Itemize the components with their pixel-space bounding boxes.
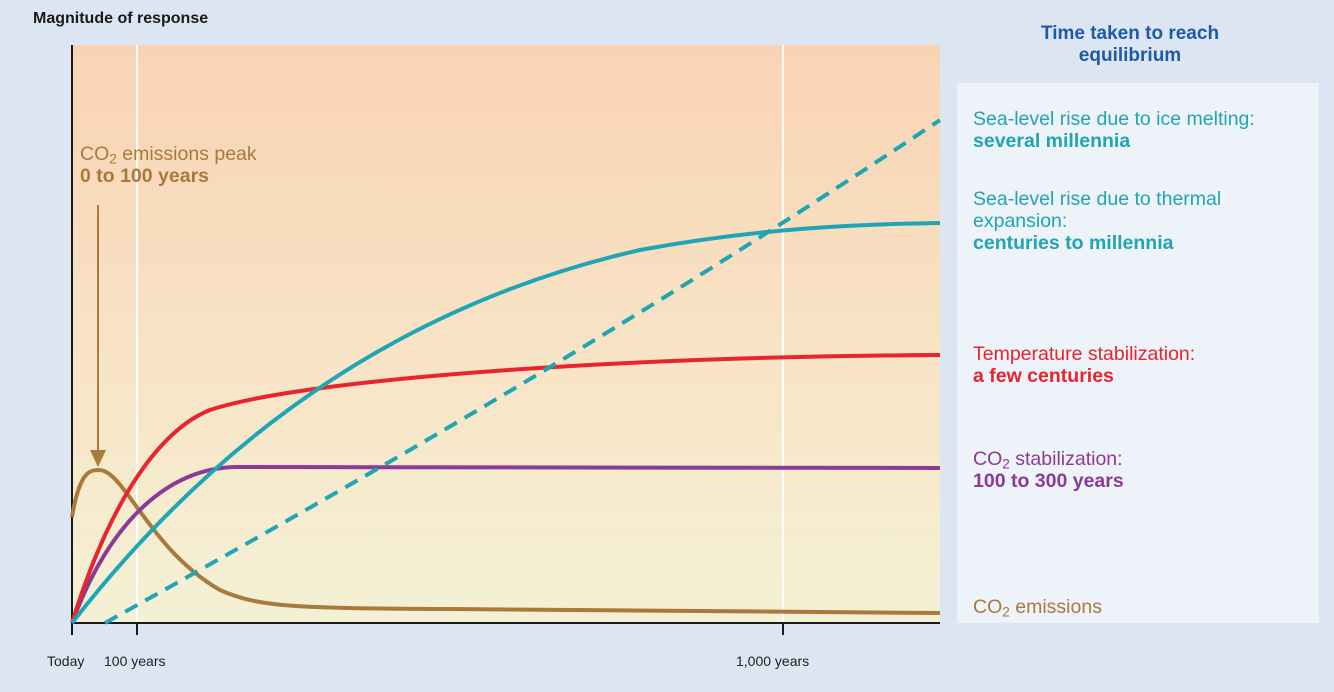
legend-co2stab-suffix: stabilization:: [1009, 448, 1123, 470]
tick-label-today: Today: [47, 653, 85, 669]
series-line-ice-melting: [104, 118, 942, 625]
legend-item-ice-melting: Sea-level rise due to ice melting: sever…: [973, 108, 1255, 152]
annotation-peak-prefix: CO: [80, 143, 110, 165]
legend-temp-label: Temperature stabilization:: [973, 343, 1196, 365]
legend-panel: [957, 83, 1319, 623]
legend-ice-label: Sea-level rise due to ice melting:: [973, 108, 1255, 130]
legend-co2stab-sub: 2: [1002, 456, 1010, 472]
legend-co2em-sub: 2: [1002, 604, 1010, 620]
legend-item-co2-stabilization: CO2 stabilization: 100 to 300 years: [973, 448, 1124, 492]
legend-item-temperature: Temperature stabilization: a few centuri…: [973, 343, 1195, 387]
legend-temp-duration: a few centuries: [973, 365, 1114, 387]
plot-background: [72, 45, 940, 623]
legend-panel-title: Time taken to reach equilibrium: [1040, 23, 1220, 66]
legend-co2em-suffix: emissions: [1009, 596, 1102, 618]
legend-thermal-duration: centuries to millennia: [973, 232, 1174, 254]
tick-label-1000-years: 1,000 years: [736, 653, 810, 669]
legend-co2stab-label: CO2 stabilization:: [973, 448, 1123, 472]
series-line-temperature: [70, 353, 941, 624]
series-line-co2-stabilization: [70, 464, 941, 624]
series-line-thermal-expansion: [70, 221, 941, 625]
annotation-peak-sub: 2: [109, 151, 117, 167]
tick-label-100-years: 100 years: [104, 653, 166, 669]
annotation-peak-suffix: emissions peak: [116, 143, 257, 165]
legend-ice-duration: several millennia: [973, 130, 1131, 152]
legend-item-thermal-expansion: Sea-level rise due to thermal expansion:…: [973, 188, 1221, 254]
y-axis-label: Magnitude of response: [33, 10, 209, 27]
legend-thermal-label-b: expansion:: [973, 210, 1068, 232]
series-line-co2-emissions: [70, 467, 941, 615]
annotation-arrow-head: [90, 450, 106, 467]
annotation-peak-duration: 0 to 100 years: [80, 165, 210, 187]
legend-co2stab-duration: 100 to 300 years: [973, 470, 1124, 492]
annotation-peak-label: CO2 emissions peak: [80, 143, 257, 167]
legend-co2em-prefix: CO: [973, 596, 1003, 618]
annotation-co2-peak: CO2 emissions peak 0 to 100 years: [80, 143, 257, 187]
legend-item-co2-emissions: CO2 emissions: [973, 596, 1102, 620]
legend-thermal-label-a: Sea-level rise due to thermal: [973, 188, 1222, 210]
legend-co2stab-prefix: CO: [973, 448, 1003, 470]
